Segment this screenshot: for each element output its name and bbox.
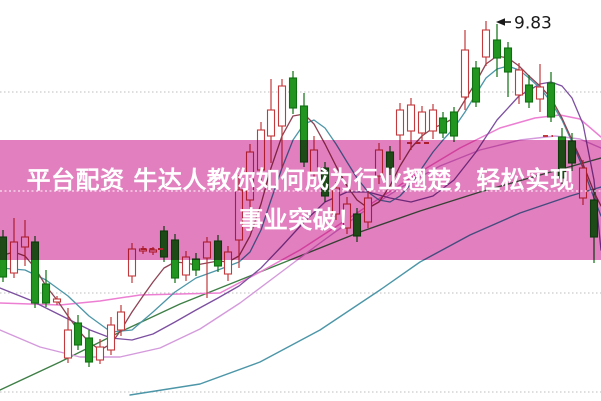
candle-up bbox=[514, 63, 524, 104]
candle-down bbox=[546, 72, 556, 122]
candle-down bbox=[503, 42, 513, 97]
candle-body bbox=[492, 39, 502, 59]
candle-up bbox=[116, 305, 126, 336]
candle-body bbox=[52, 298, 62, 303]
gridlines-under-group bbox=[0, 91, 601, 393]
candle-up bbox=[106, 317, 116, 355]
price-annotation-label: 9.83 bbox=[514, 14, 552, 34]
candle-down bbox=[84, 330, 94, 367]
candle-body bbox=[63, 329, 73, 359]
candle-body bbox=[460, 49, 470, 98]
candle-body bbox=[41, 283, 51, 304]
candle-body bbox=[106, 324, 116, 351]
candle-body bbox=[395, 109, 405, 136]
candle-down bbox=[524, 75, 534, 108]
candle-body bbox=[546, 82, 556, 118]
candle-down bbox=[471, 61, 481, 107]
candle-body bbox=[481, 29, 491, 58]
candle-body bbox=[277, 85, 287, 127]
candle-down bbox=[438, 112, 448, 138]
candle-body bbox=[524, 84, 534, 103]
candle-body bbox=[535, 86, 545, 100]
candle-body bbox=[116, 311, 126, 331]
candle-body bbox=[406, 104, 416, 132]
candle-up bbox=[428, 104, 438, 139]
candle-body bbox=[514, 69, 524, 96]
candle-body bbox=[266, 109, 276, 137]
candle-up bbox=[52, 296, 62, 305]
candle-body bbox=[503, 47, 513, 73]
candle-down bbox=[73, 315, 83, 350]
candle-up bbox=[481, 21, 491, 66]
candle-up bbox=[460, 30, 470, 110]
candle-body bbox=[73, 322, 83, 346]
candle-up bbox=[417, 106, 427, 141]
candle-up bbox=[63, 308, 73, 363]
candle-down bbox=[41, 270, 51, 307]
candle-body bbox=[288, 77, 298, 109]
candle-down bbox=[288, 71, 298, 114]
price-annotation: 9.83 bbox=[496, 14, 552, 34]
candle-up bbox=[535, 64, 545, 112]
price-annotation-arrowhead bbox=[496, 18, 505, 26]
candle-down bbox=[449, 107, 459, 142]
candle-body bbox=[428, 109, 438, 132]
candle-body bbox=[438, 117, 448, 134]
banner-tint bbox=[0, 140, 601, 260]
candle-down bbox=[492, 24, 502, 77]
candle-body bbox=[449, 111, 459, 137]
candle-body bbox=[95, 346, 105, 361]
candle-body bbox=[417, 111, 427, 134]
candle-body bbox=[471, 67, 481, 103]
candle-up bbox=[95, 339, 105, 364]
candle-body bbox=[84, 337, 94, 363]
candle-body bbox=[191, 258, 201, 271]
